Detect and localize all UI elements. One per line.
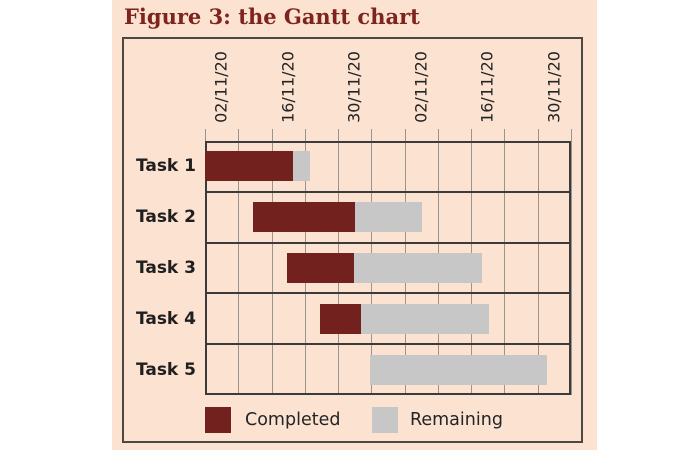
row-separator-line bbox=[205, 241, 571, 244]
legend-label-completed: Completed bbox=[245, 410, 341, 430]
task-label: Task 3 bbox=[135, 258, 196, 278]
legend-swatch-remaining bbox=[372, 407, 398, 433]
x-tick-mark bbox=[371, 129, 373, 141]
gantt-plot-area bbox=[205, 141, 571, 395]
x-axis-date-label: 30/11/20 bbox=[543, 44, 565, 129]
task-label: Task 2 bbox=[135, 207, 196, 228]
x-axis-date-label-text: 02/11/20 bbox=[211, 50, 231, 123]
x-gridline bbox=[537, 141, 539, 395]
x-axis-date-label-text: 30/11/20 bbox=[344, 50, 364, 123]
legend-swatch-completed bbox=[205, 407, 231, 433]
x-axis-date-label: 02/11/20 bbox=[410, 44, 432, 129]
task-label: Task 1 bbox=[135, 156, 196, 177]
completed-bar bbox=[286, 253, 354, 283]
x-axis-date-label-text: 30/11/20 bbox=[544, 50, 564, 123]
completed-bar bbox=[205, 151, 293, 182]
remaining-bar bbox=[353, 253, 483, 283]
x-tick-mark bbox=[271, 129, 273, 141]
x-axis-date-label-text: 16/11/20 bbox=[278, 50, 298, 123]
gantt-chart-frame bbox=[122, 37, 583, 443]
x-tick-mark bbox=[404, 129, 406, 141]
x-tick-mark bbox=[238, 129, 240, 141]
x-tick-mark bbox=[205, 129, 206, 141]
x-axis-date-label: 16/11/20 bbox=[277, 44, 299, 129]
x-tick-mark bbox=[571, 129, 572, 141]
x-gridline bbox=[271, 141, 273, 395]
x-axis-date-label-text: 02/11/20 bbox=[411, 50, 431, 123]
task-label: Task 5 bbox=[135, 359, 196, 380]
row-separator-line bbox=[205, 343, 571, 346]
x-gridline bbox=[504, 141, 506, 395]
legend-label-remaining: Remaining bbox=[410, 410, 503, 430]
completed-bar bbox=[252, 202, 356, 233]
x-gridline bbox=[571, 141, 572, 395]
x-gridline bbox=[238, 141, 240, 395]
completed-bar bbox=[319, 303, 361, 334]
x-tick-mark bbox=[471, 129, 473, 141]
x-axis-date-label: 16/11/20 bbox=[476, 44, 498, 129]
x-axis-date-label: 02/11/20 bbox=[210, 44, 232, 129]
row-separator-line bbox=[205, 292, 571, 295]
remaining-bar bbox=[370, 354, 547, 385]
remaining-bar bbox=[360, 303, 489, 334]
x-axis-date-label-text: 16/11/20 bbox=[477, 50, 497, 123]
x-tick-mark bbox=[437, 129, 439, 141]
x-tick-mark bbox=[504, 129, 506, 141]
x-tick-mark bbox=[304, 129, 306, 141]
remaining-bar bbox=[355, 202, 423, 233]
x-tick-mark bbox=[537, 129, 539, 141]
row-separator-line bbox=[205, 190, 571, 193]
x-tick-mark bbox=[338, 129, 340, 141]
task-label: Task 4 bbox=[135, 308, 196, 329]
figure-title: Figure 3: the Gantt chart bbox=[124, 4, 420, 29]
remaining-bar bbox=[292, 151, 311, 182]
x-axis-date-label: 30/11/20 bbox=[343, 44, 365, 129]
